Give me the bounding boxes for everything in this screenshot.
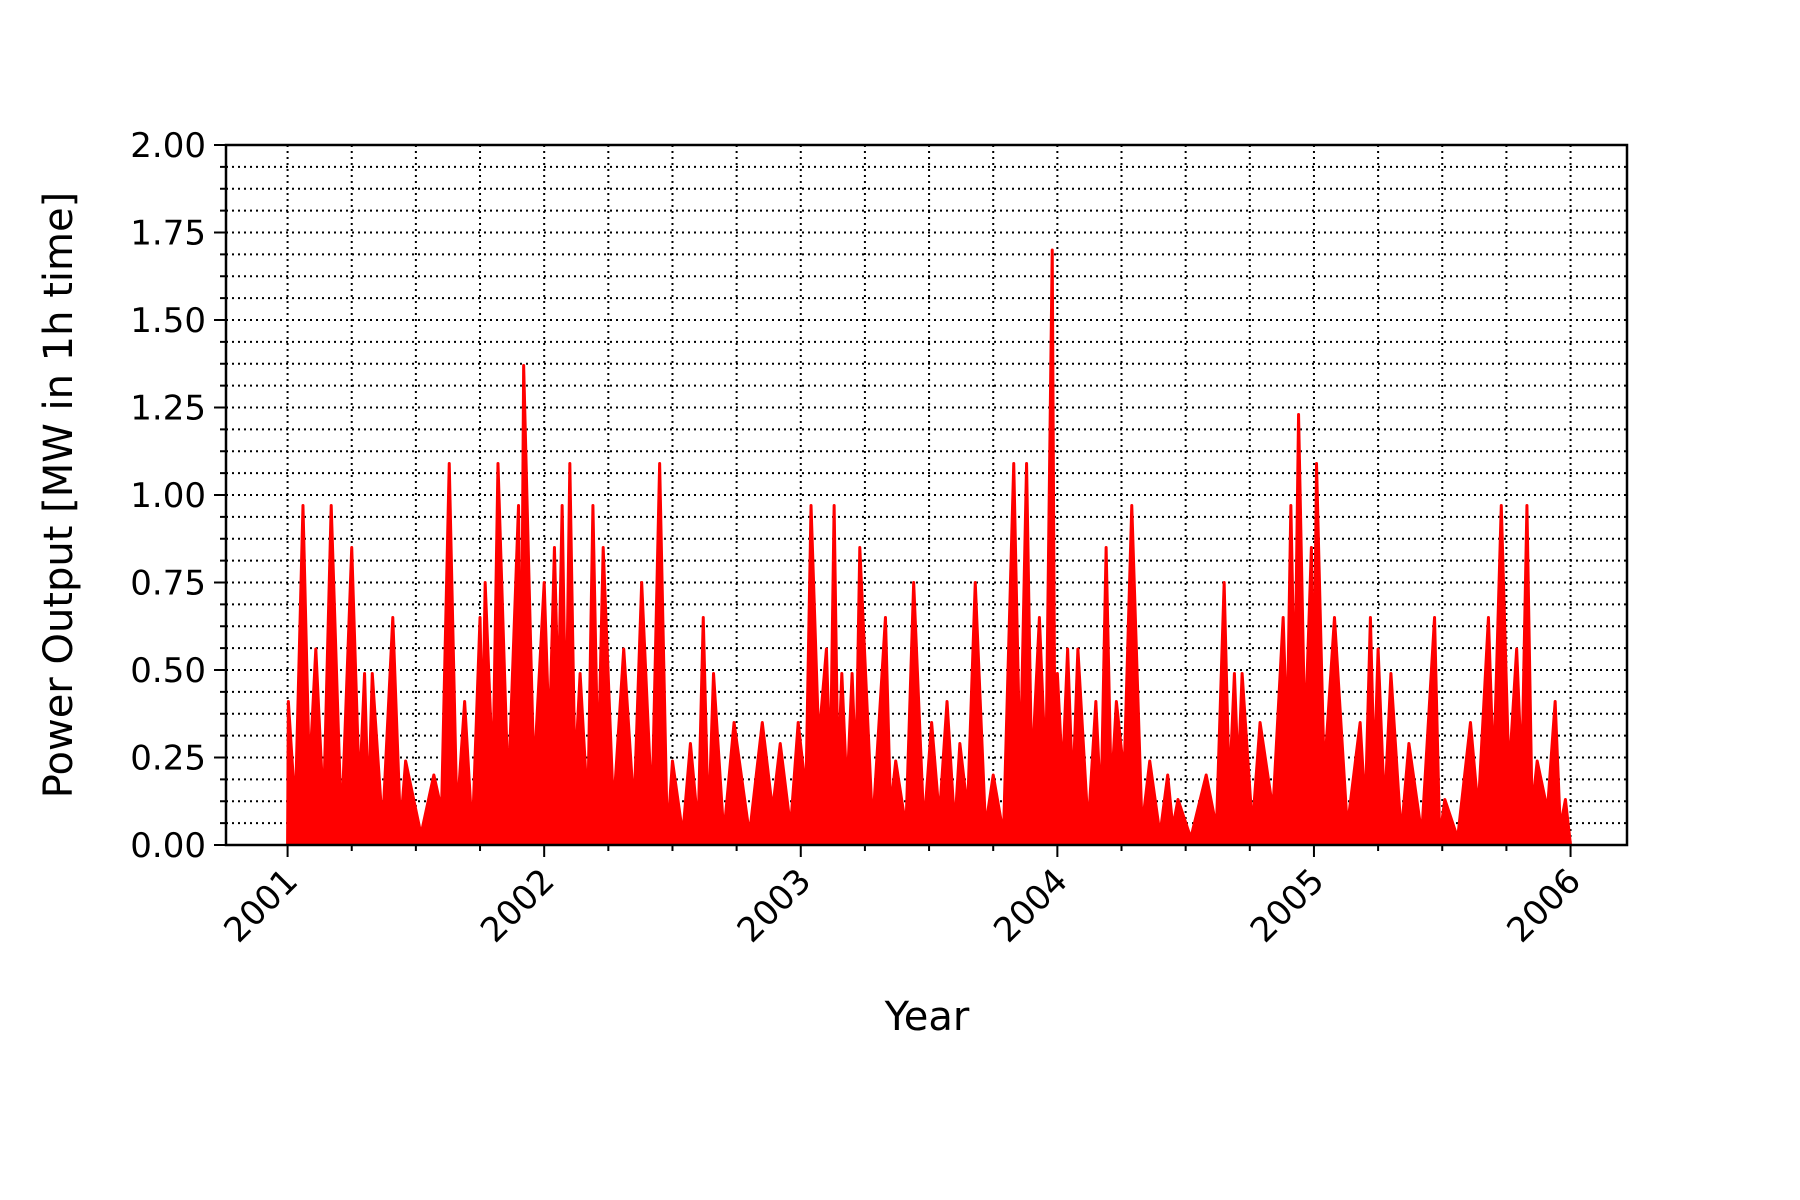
y-tick-label: 0.75 xyxy=(130,564,206,604)
y-tick-label: 1.00 xyxy=(130,476,206,516)
y-tick-label: 0.00 xyxy=(130,826,206,866)
x-tick-label: 2004 xyxy=(986,861,1075,950)
plot-frame xyxy=(224,143,1629,847)
x-tick-label: 2002 xyxy=(473,861,562,950)
line-series xyxy=(286,248,1573,846)
y-tick-label: 1.25 xyxy=(130,389,206,429)
y-axis-label: Power Output [MW in 1h time] xyxy=(36,192,82,798)
y-tick-label: 0.50 xyxy=(130,651,206,691)
x-tick-label: 2005 xyxy=(1243,861,1332,950)
y-tick-label: 1.50 xyxy=(130,301,206,341)
x-axis-label: Year xyxy=(884,994,970,1040)
x-tick-label: 2006 xyxy=(1499,861,1588,950)
x-tick-label: 2003 xyxy=(730,861,819,950)
y-tick-label: 1.75 xyxy=(130,214,206,254)
y-tick-label: 2.00 xyxy=(130,126,206,166)
x-tick-label: 2001 xyxy=(216,861,305,950)
y-tick-label: 0.25 xyxy=(130,739,206,779)
